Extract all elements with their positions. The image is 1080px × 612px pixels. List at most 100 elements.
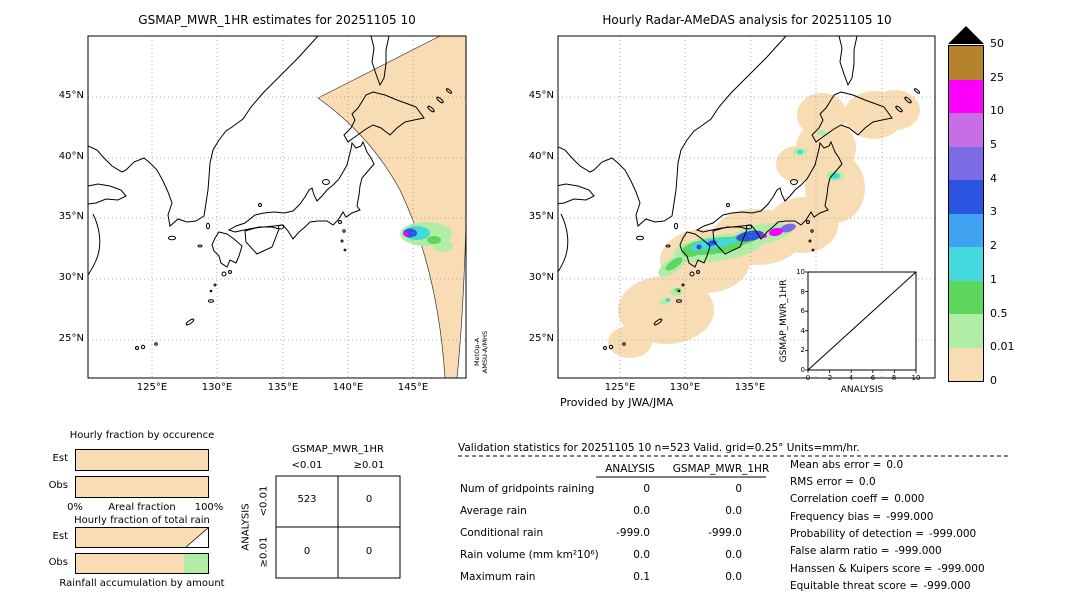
metric-rms-error: RMS error = 0.0 (790, 476, 876, 488)
inset-x-tick-10: 10 (911, 374, 921, 382)
stats-row-analysis-value: 0 (643, 483, 650, 495)
inset-y-tick-6: 6 (800, 307, 805, 315)
metric-label: RMS error = (790, 476, 854, 488)
stats-header-analysis: ANALYSIS (605, 463, 655, 475)
inset-scatter-plot (805, 271, 917, 373)
metric-label: Correlation coeff = (790, 493, 890, 505)
metric-value: -999.000 (929, 528, 977, 540)
lat-tick-25n-right: 25°N (528, 333, 554, 344)
inset-x-tick-6: 6 (870, 374, 876, 382)
stats-row-analysis-value: 0.0 (633, 549, 650, 561)
bar-segment (76, 528, 208, 547)
contingency-row-title: ANALYSIS (240, 503, 252, 551)
metric-label: Probability of detection = (790, 528, 925, 540)
total-rain-chart-title: Hourly fraction of total rain (74, 515, 210, 526)
occurrence-est-bar (75, 449, 209, 471)
metric-hanssen-kuipers: Hanssen & Kuipers score = -999.000 (790, 563, 985, 575)
lat-tick-25n-left: 25°N (58, 333, 84, 344)
satellite-swath (317, 36, 466, 378)
lat-tick-40n-right: 40°N (528, 151, 554, 162)
stats-row-gsmap-value: 0.0 (725, 571, 742, 583)
left-map-title: GSMAP_MWR_1HR estimates for 20251105 10 (138, 13, 416, 27)
contingency-cell-00: 523 (297, 494, 317, 505)
inset-y-tick-8: 8 (800, 288, 805, 296)
colorbar-segment (949, 113, 983, 147)
metric-equitable-threat: Equitable threat score = -999.000 (790, 580, 971, 592)
metric-value: 0.0 (858, 476, 876, 488)
metric-correlation: Correlation coeff = 0.000 (790, 493, 924, 505)
left-map-border (87, 35, 467, 379)
lon-tick-130e-right: 130°E (669, 382, 701, 393)
bar-segment (76, 554, 185, 573)
occurrence-x-max: 100% (194, 502, 224, 513)
bar-segment (76, 477, 208, 497)
colorbar-segment (949, 79, 983, 113)
contingency-cell-01: 0 (365, 494, 373, 505)
right-rain-purple (780, 223, 796, 233)
contingency-row-label-lt: <0.01 (258, 485, 270, 517)
stats-row-gsmap-value: -999.0 (708, 527, 742, 539)
occurrence-obs-label: Obs (48, 480, 68, 491)
total-rain-obs-label: Obs (48, 557, 68, 568)
lon-tick-135e-left: 135°E (267, 382, 299, 393)
colorbar-segment (949, 213, 983, 247)
contingency-row-label-ge: ≥0.01 (258, 536, 270, 568)
colorbar-label-3: 3 (990, 205, 997, 218)
contingency-cell-10: 0 (303, 546, 311, 557)
occurrence-x-min: 0% (67, 502, 83, 513)
inset-x-tick-0: 0 (805, 374, 811, 382)
metric-far: False alarm ratio = -999.000 (790, 545, 942, 557)
stats-row-label: Conditional rain (460, 527, 544, 539)
total-rain-est-bar (75, 527, 209, 548)
colorbar-label-25: 25 (990, 71, 1004, 84)
colorbar-label-4: 4 (990, 172, 997, 185)
lon-tick-130e-left: 130°E (201, 382, 233, 393)
metric-value: -999.000 (894, 545, 942, 557)
inset-x-axis-label: ANALYSIS (840, 385, 884, 395)
left-map-panel (87, 35, 467, 379)
metric-label: Hanssen & Kuipers score = (790, 563, 933, 575)
inset-y-tick-10: 10 (796, 268, 805, 276)
right-map-title: Hourly Radar-AMeDAS analysis for 2025110… (602, 13, 892, 27)
total-rain-obs-bar (75, 553, 209, 574)
metric-label: Equitable threat score = (790, 580, 919, 592)
metric-frequency-bias: Frequency bias = -999.000 (790, 511, 933, 523)
occurrence-chart-title: Hourly fraction by occurence (69, 430, 215, 441)
sensor-name: AMSU-A/MHS (481, 330, 489, 374)
lon-tick-135e-right: 135°E (734, 382, 766, 393)
colorbar-segment (949, 247, 983, 281)
inset-y-tick-0: 0 (800, 366, 805, 374)
lat-tick-30n-right: 30°N (528, 272, 554, 283)
lat-tick-40n-left: 40°N (58, 151, 84, 162)
data-provider-credit: Provided by JWA/JMA (560, 396, 674, 409)
lat-tick-35n-right: 35°N (528, 211, 554, 222)
colorbar-segment (949, 46, 983, 80)
colorbar-label-2: 2 (990, 239, 997, 252)
left-map-gridlines (88, 36, 466, 378)
stats-row-gsmap-value: 0.0 (725, 549, 742, 561)
lat-tick-45n-left: 45°N (58, 90, 84, 101)
colorbar-overflow-triangle (948, 26, 984, 44)
lon-tick-125e-right: 125°E (604, 382, 636, 393)
contingency-col-label-ge: ≥0.01 (353, 460, 385, 471)
total-rain-x-label: Rainfall accumulation by amount (59, 578, 225, 589)
occurrence-est-label: Est (52, 453, 68, 464)
metric-label: Mean abs error = (790, 459, 882, 471)
stats-row-gsmap-value: 0 (735, 483, 742, 495)
metric-value: -999.000 (886, 511, 934, 523)
inset-tick-marks (805, 271, 917, 373)
colorbar-label-5: 5 (990, 138, 997, 151)
inset-y-axis-label: GSMAP_MWR_1HR (778, 279, 789, 363)
colorbar-segments (948, 45, 984, 382)
stats-row-analysis-value: -999.0 (616, 527, 650, 539)
right-map-gridlines (558, 36, 935, 378)
occurrence-x-label: Areal fraction (108, 502, 176, 513)
inset-x-tick-8: 8 (891, 374, 897, 382)
metric-value: -999.000 (923, 580, 971, 592)
left-rain-green (427, 236, 441, 244)
stats-row-label: Num of gridpoints raining (460, 483, 595, 495)
satellite-name: MetOp-A (473, 337, 481, 367)
stats-row-analysis-value: 0.1 (633, 571, 650, 583)
